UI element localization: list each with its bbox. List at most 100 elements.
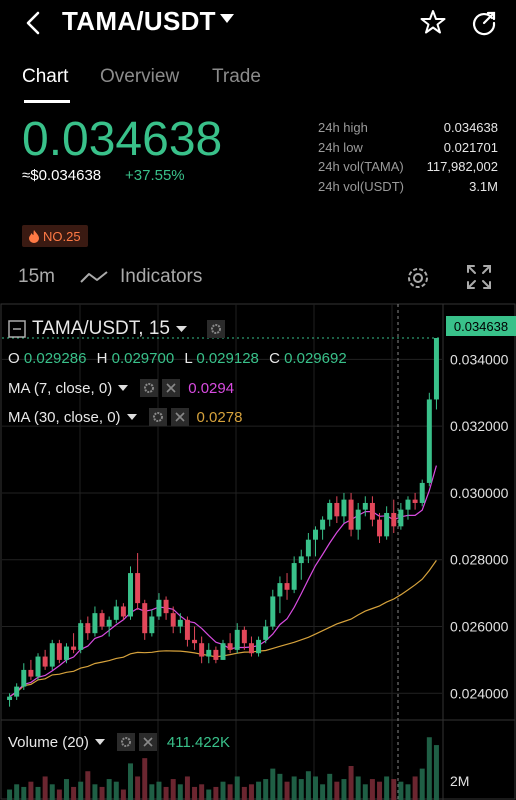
gear-icon [144, 383, 155, 393]
volume-bar [291, 776, 297, 800]
caret-down-icon[interactable] [118, 385, 129, 391]
candle-body [42, 656, 48, 667]
ma30-settings-button[interactable] [148, 408, 167, 426]
volume-bar [49, 784, 55, 800]
star-icon[interactable] [420, 9, 446, 35]
candle-body [35, 656, 41, 677]
interval-selector[interactable]: 15m [18, 266, 55, 287]
candle-body [163, 599, 169, 614]
caret-down-icon[interactable] [94, 739, 105, 745]
candle-body [327, 502, 333, 520]
close-icon [174, 412, 185, 422]
tab-trade[interactable]: Trade [212, 66, 261, 87]
indicators-icon[interactable] [80, 270, 108, 284]
volume-bar [327, 773, 333, 800]
ohlc-legend: O 0.029286 H 0.029700 L 0.029128 C 0.029… [8, 350, 347, 367]
candle-body [71, 646, 77, 650]
candle-body [28, 669, 34, 677]
candle-body [291, 563, 297, 590]
stat-row: 24h high 0.034638 [318, 120, 498, 135]
last-price: 0.034638 [22, 113, 223, 166]
candle-body [49, 643, 55, 667]
candle-body [227, 643, 233, 650]
candle-body [92, 613, 98, 634]
ma30-legend[interactable]: MA (30, close, 0) 0.0278 [8, 408, 243, 426]
volume-bar [35, 786, 41, 800]
volume-bar [405, 784, 411, 800]
volume-bar [227, 784, 233, 800]
candlestick-chart[interactable]: 0.034000 0.032000 0.030000 0.028000 0.026000… [0, 300, 516, 800]
volume-bar [63, 779, 69, 800]
ma7-settings-button[interactable] [140, 379, 159, 397]
candle-body [305, 539, 311, 557]
y-tick-label: 0.026000 [450, 619, 509, 635]
close-icon [143, 737, 153, 747]
candle-body [206, 649, 212, 657]
tab-bar: Chart Overview Trade [0, 66, 516, 106]
collapse-icon[interactable] [8, 320, 26, 338]
volume-bar [284, 781, 290, 800]
volume-bar [298, 779, 304, 800]
caret-down-icon[interactable] [220, 14, 234, 24]
volume-bar [256, 781, 262, 800]
last-price-tag: 0.034638 [446, 316, 516, 336]
candle-body [334, 502, 340, 517]
ma7-remove-button[interactable] [162, 379, 181, 397]
pair-title[interactable]: TAMA/USDT [62, 6, 216, 36]
volume-bar [305, 771, 311, 800]
volume-bar [7, 789, 13, 800]
volume-bar [99, 786, 105, 800]
volume-bar [14, 784, 20, 800]
chart-symbol-legend[interactable]: TAMA/USDT, 15 [8, 318, 225, 340]
volume-value: 411.422K [166, 733, 230, 751]
ma7-legend[interactable]: MA (7, close, 0) 0.0294 [8, 379, 235, 397]
volume-bar [135, 776, 141, 800]
indicators-button[interactable]: Indicators [120, 266, 203, 287]
volume-bar [85, 771, 91, 800]
settings-mini-button[interactable] [206, 320, 225, 338]
volume-bar [142, 758, 148, 800]
tab-underline [24, 100, 70, 103]
candle-body [135, 573, 141, 604]
volume-bar [56, 789, 62, 800]
tab-overview[interactable]: Overview [100, 66, 180, 87]
candle-body [128, 573, 133, 617]
candle-body [142, 603, 148, 634]
candle-body [177, 619, 183, 627]
gear-icon[interactable] [404, 264, 432, 292]
volume-bar [384, 776, 390, 800]
rank-badge[interactable]: NO.25 [22, 225, 88, 247]
volume-bar [213, 786, 219, 800]
candle-body [398, 509, 404, 527]
volume-bar [433, 745, 439, 800]
volume-bar [248, 784, 254, 800]
y-tick-label: 0.030000 [450, 485, 509, 501]
volume-settings-button[interactable] [116, 733, 135, 751]
fullscreen-icon[interactable] [466, 264, 492, 290]
candle-body [270, 596, 276, 627]
candle-body [220, 643, 226, 660]
volume-bar [362, 784, 368, 800]
candle-body [241, 629, 247, 644]
symbol-label: TAMA/USDT, 15 [32, 318, 170, 339]
chart-canvas[interactable]: 0.034000 0.032000 0.030000 0.028000 0.026000… [0, 300, 516, 800]
volume-legend[interactable]: Volume (20) 411.422K [8, 733, 230, 751]
candle-body [120, 606, 126, 617]
candle-body [156, 599, 162, 617]
volume-remove-button[interactable] [138, 733, 157, 751]
volume-bar [128, 763, 133, 800]
volume-bar [398, 781, 404, 800]
gear-icon [120, 737, 131, 747]
tab-chart[interactable]: Chart [22, 66, 69, 87]
back-arrow-icon[interactable] [22, 8, 44, 38]
caret-down-icon[interactable] [126, 414, 137, 420]
ma30-remove-button[interactable] [170, 408, 189, 426]
candle-body [113, 606, 119, 620]
volume-bar [377, 781, 383, 800]
volume-bar [21, 786, 27, 800]
caret-down-icon[interactable] [175, 325, 187, 333]
share-icon[interactable] [470, 9, 498, 37]
volume-bar [277, 773, 283, 800]
volume-bar [355, 776, 361, 800]
candle-body [234, 629, 240, 650]
